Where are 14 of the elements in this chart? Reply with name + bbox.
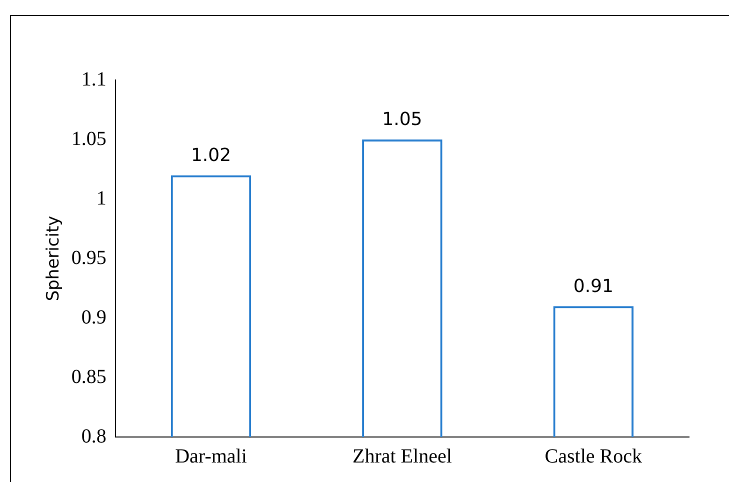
y-axis-title: Sphericity xyxy=(44,216,64,302)
y-tick-label: 1 xyxy=(96,187,106,210)
y-tick-label: 1.05 xyxy=(71,128,106,150)
y-tick-label: 0.9 xyxy=(81,306,106,328)
y-tick-label: 1.1 xyxy=(81,68,106,90)
y-tick-label: 0.8 xyxy=(81,425,106,448)
y-tick-label: 0.95 xyxy=(71,246,106,269)
data-label: 0.91 xyxy=(573,276,614,297)
x-tick-label: Castle Rock xyxy=(544,445,642,468)
x-tick-label: Dar-mali xyxy=(175,445,248,468)
x-tick-label: Zhrat Elneel xyxy=(352,445,452,468)
data-label: 1.05 xyxy=(382,109,422,130)
data-label: 1.02 xyxy=(190,144,232,166)
y-tick-label: 0.85 xyxy=(71,366,106,388)
